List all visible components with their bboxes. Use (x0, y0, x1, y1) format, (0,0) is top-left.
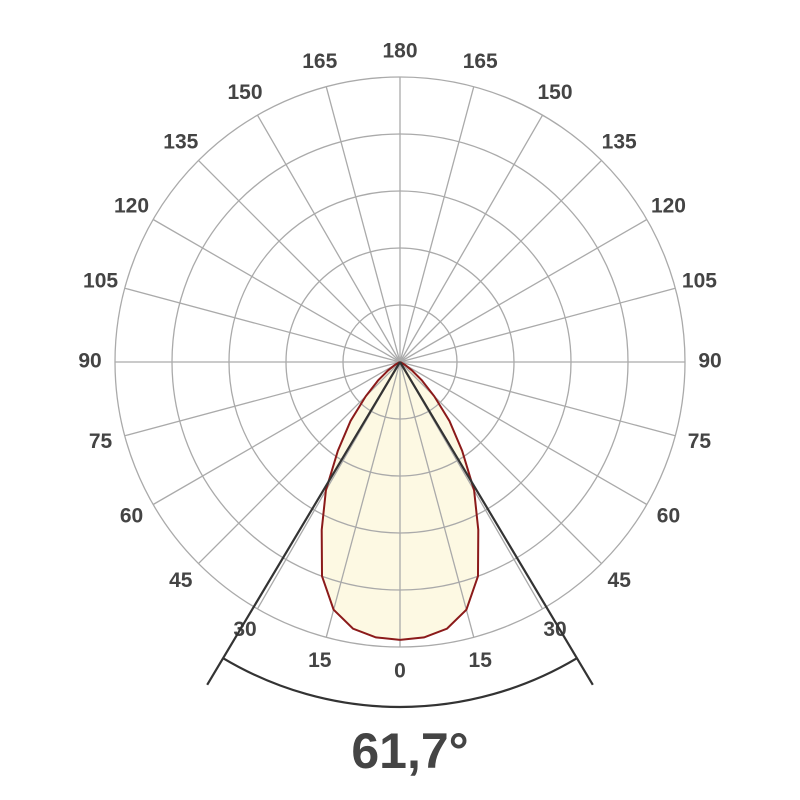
grid-spoke (152, 361, 401, 506)
angle-tick-label: 75 (89, 430, 113, 453)
curve-line (399, 361, 480, 641)
grid-spoke (399, 361, 676, 437)
angle-tick-label: 105 (682, 269, 717, 292)
angle-tick-label: 150 (537, 81, 572, 104)
angle-tick-label: 105 (83, 269, 118, 292)
grid-spoke (399, 160, 602, 363)
grid-spoke (198, 160, 401, 363)
grid-spoke (399, 86, 475, 363)
grid-spoke (152, 218, 401, 363)
grid-spoke (256, 114, 401, 363)
grid-spoke (124, 287, 401, 363)
angle-tick-label: 90 (698, 350, 721, 373)
grid-spoke (399, 114, 544, 363)
grid-spoke (124, 361, 401, 437)
grid-spoke (399, 218, 648, 363)
beam-line (206, 361, 401, 686)
angle-tick-label: 0 (394, 660, 406, 683)
grid-spoke (399, 361, 475, 638)
curve-fill (321, 362, 400, 640)
angle-tick-label: 60 (120, 505, 143, 528)
angle-tick-label: 90 (78, 350, 101, 373)
grid-spoke (325, 361, 401, 638)
angle-tick-label: 30 (543, 618, 566, 641)
angle-tick-label: 15 (469, 649, 493, 672)
angle-tick-label: 45 (169, 569, 193, 592)
angle-tick-label: 120 (114, 195, 149, 218)
curve-line (320, 361, 401, 641)
angle-tick-label: 60 (657, 505, 680, 528)
angle-tick-label: 30 (233, 618, 256, 641)
angle-tick-label: 75 (688, 430, 712, 453)
angle-tick-label: 135 (163, 130, 198, 153)
grid-spoke (399, 287, 676, 363)
grid-spoke (325, 86, 401, 363)
beam-arc (222, 657, 578, 709)
angle-tick-label: 45 (608, 569, 632, 592)
grid-spoke (399, 361, 648, 506)
angle-tick-label: 135 (602, 130, 637, 153)
curve-fill (400, 362, 479, 640)
angle-tick-label: 120 (651, 195, 686, 218)
angle-tick-label: 180 (382, 40, 417, 63)
beam-line (399, 361, 594, 686)
angle-tick-label: 165 (463, 50, 498, 73)
angle-tick-label: 150 (227, 81, 262, 104)
angle-tick-label: 15 (308, 649, 332, 672)
beam-angle-label: 61,7° (351, 723, 468, 779)
angle-tick-label: 165 (302, 50, 337, 73)
